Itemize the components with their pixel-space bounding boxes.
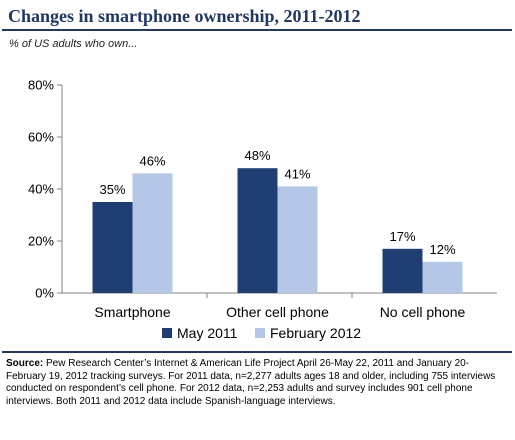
legend-label-may-2011: May 2011	[177, 325, 238, 341]
y-tick-label-0: 0%	[35, 286, 54, 301]
source-note: Source: Pew Research Center’s Internet &…	[6, 358, 509, 408]
bars	[92, 168, 463, 293]
title-rule	[2, 29, 512, 31]
y-tick-label-40: 40%	[28, 182, 54, 197]
bar-label-february-2012-no-cell-phone: 12%	[429, 242, 455, 257]
bar-may-2011-smartphone	[92, 202, 133, 293]
legend-swatch-may-2011	[162, 328, 172, 338]
bar-label-may-2011-smartphone: 35%	[99, 182, 125, 197]
x-axis: Smartphone Other cell phone No cell phone	[62, 292, 497, 320]
chart-title: Changes in smartphone ownership, 2011-20…	[8, 6, 361, 26]
bar-label-may-2011-no-cell-phone: 17%	[389, 229, 415, 244]
source-label: Source:	[6, 358, 44, 369]
bar-may-2011-other-cell-phone	[237, 168, 278, 293]
x-tick-label-no-cell-phone: No cell phone	[380, 304, 466, 320]
bar-february-2012-no-cell-phone	[422, 261, 463, 293]
y-tick-label-80: 80%	[28, 78, 54, 93]
legend-label-february-2012: February 2012	[270, 325, 362, 341]
legend-item-february-2012: February 2012	[255, 325, 361, 341]
bar-february-2012-smartphone	[132, 173, 173, 293]
y-tick-label-20: 20%	[28, 234, 54, 249]
legend-swatch-february-2012	[255, 328, 265, 338]
y-axis: 0% 20% 40% 60% 80%	[28, 78, 63, 301]
x-tick-label-other-cell-phone: Other cell phone	[226, 304, 329, 320]
source-text: Pew Research Center’s Internet & America…	[6, 358, 496, 407]
bar-may-2011-no-cell-phone	[382, 248, 423, 293]
bar-labels: 35% 46% 48% 41% 17% 12%	[99, 148, 455, 257]
chart-subtitle: % of US adults who own...	[9, 38, 138, 50]
bar-label-may-2011-other-cell-phone: 48%	[244, 148, 270, 163]
source-rule	[2, 351, 512, 353]
x-tick-label-smartphone: Smartphone	[94, 304, 170, 320]
bar-chart: 0% 20% 40% 60% 80% Smartphone Other cell phon…	[28, 78, 497, 320]
y-tick-label-60: 60%	[28, 130, 54, 145]
bar-label-february-2012-other-cell-phone: 41%	[284, 166, 310, 181]
bar-february-2012-other-cell-phone	[277, 186, 318, 293]
legend-item-may-2011: May 2011	[162, 325, 237, 341]
bar-label-february-2012-smartphone: 46%	[139, 153, 165, 168]
